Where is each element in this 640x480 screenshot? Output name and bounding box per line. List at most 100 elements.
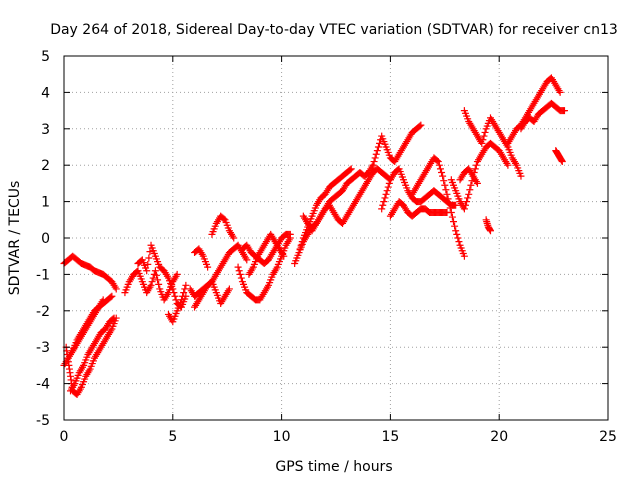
data-point: [147, 281, 155, 289]
data-point-interp: [152, 271, 160, 279]
data-point-interp: [171, 292, 179, 300]
data-point-interp: [372, 150, 380, 158]
data-point-interp: [148, 278, 156, 286]
data-point-interp: [381, 194, 389, 202]
data-point: [486, 227, 494, 235]
data-point-interp: [481, 128, 489, 136]
y-tick-label: -1: [36, 267, 50, 283]
data-point: [556, 88, 564, 96]
data-point-interp: [464, 194, 472, 202]
y-tick-label: 3: [41, 122, 50, 138]
data-point-interp: [346, 166, 354, 174]
data-point: [143, 267, 151, 275]
data-point-interp: [379, 201, 387, 209]
data-point: [99, 296, 107, 304]
data-point: [369, 161, 377, 169]
data-point-interp: [109, 315, 117, 323]
data-point-interp: [416, 122, 424, 130]
data-point-interp: [435, 161, 443, 169]
data-point-interp: [440, 177, 448, 185]
data-point: [182, 281, 190, 289]
data-point-interp: [107, 293, 115, 301]
data-point-interp: [436, 165, 444, 173]
data-point: [465, 190, 473, 198]
y-axis-label: SDTVAR / TECUs: [7, 181, 23, 296]
y-tick-label: 2: [41, 158, 50, 174]
x-tick-label: 10: [273, 429, 291, 445]
y-tick-label: 0: [41, 231, 50, 247]
grid-lines: [64, 56, 608, 420]
data-point: [417, 121, 425, 129]
x-axis-label: GPS time / hours: [275, 459, 392, 475]
data-point: [452, 227, 460, 235]
data-point: [558, 158, 566, 166]
data-point: [373, 147, 381, 155]
data-point-interp: [472, 161, 480, 169]
data-point-interp: [235, 267, 243, 275]
data-point-interp: [451, 222, 459, 230]
data-point: [378, 205, 386, 213]
data-point-interp: [155, 280, 163, 288]
data-point-interp: [438, 168, 446, 176]
data-point-interp: [385, 179, 393, 187]
data-point-interp: [296, 245, 304, 253]
x-tick-label: 0: [60, 429, 69, 445]
data-point: [452, 201, 460, 209]
y-tick-label: -2: [36, 304, 50, 320]
data-point: [225, 285, 233, 293]
y-tick-label: -3: [36, 340, 50, 356]
data-point: [280, 252, 288, 260]
data-point-interp: [376, 139, 384, 147]
data-point: [439, 172, 447, 180]
data-point: [110, 314, 118, 322]
data-point-interp: [444, 195, 452, 203]
data-point: [460, 252, 468, 260]
data-point-interp: [448, 213, 456, 221]
data-point: [178, 296, 186, 304]
y-tick-label: 5: [41, 49, 50, 65]
data-point-interp: [479, 136, 487, 144]
x-tick-label: 25: [599, 429, 617, 445]
data-point-interp: [236, 270, 244, 278]
data-point-interp: [442, 186, 450, 194]
data-point-interp: [461, 201, 469, 209]
data-point-interp: [154, 276, 162, 284]
x-tick-label: 5: [168, 429, 177, 445]
data-point: [108, 292, 116, 300]
x-tick-label: 20: [490, 429, 508, 445]
data-point: [443, 190, 451, 198]
data-point: [151, 267, 159, 275]
data-point: [517, 172, 525, 180]
data-point-interp: [446, 204, 454, 212]
x-tick-label: 15: [381, 429, 399, 445]
data-point: [347, 165, 355, 173]
data-point-interp: [371, 154, 379, 162]
data-point: [478, 139, 486, 147]
data-point: [447, 209, 455, 217]
data-point: [560, 107, 568, 115]
data-point-interp: [298, 238, 306, 246]
data-points: [60, 74, 568, 399]
data-point-interp: [441, 181, 449, 189]
data-point-interp: [145, 254, 153, 262]
data-point-interp: [146, 248, 154, 256]
data-point: [295, 249, 303, 257]
data-point: [382, 190, 390, 198]
data-point-interp: [463, 198, 471, 206]
data-point-interp: [383, 187, 391, 195]
data-point-interp: [445, 199, 453, 207]
data-point-interp: [455, 238, 463, 246]
data-point-interp: [471, 165, 479, 173]
data-point-interp: [480, 132, 488, 140]
data-point-interp: [433, 157, 441, 165]
data-point: [286, 230, 294, 238]
data-point: [169, 285, 177, 293]
data-point-interp: [380, 198, 388, 206]
data-point: [234, 263, 242, 271]
y-tick-label: 1: [41, 195, 50, 211]
data-point: [434, 158, 442, 166]
data-point-interp: [144, 260, 152, 268]
data-point: [473, 179, 481, 187]
data-point-interp: [450, 218, 458, 226]
